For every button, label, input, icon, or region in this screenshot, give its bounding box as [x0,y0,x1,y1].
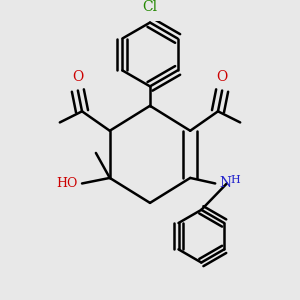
Text: H: H [230,175,240,185]
Text: HO: HO [56,177,78,190]
Text: O: O [217,70,228,84]
Text: N: N [219,176,232,190]
Text: O: O [72,70,83,84]
Text: Cl: Cl [142,0,158,14]
